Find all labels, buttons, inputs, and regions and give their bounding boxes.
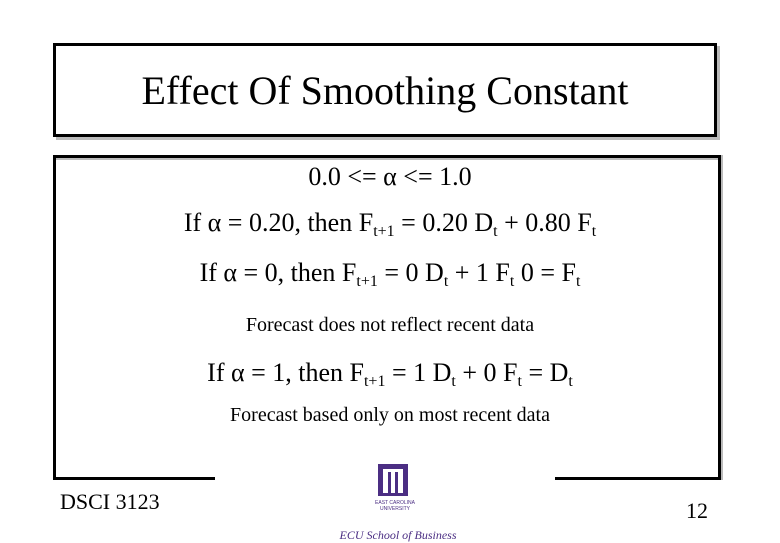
note: Forecast based only on most recent data: [230, 404, 550, 426]
logo-caption: ECU School of Business: [339, 528, 457, 542]
title: Effect Of Smoothing Constant: [141, 67, 629, 113]
frame-line: [53, 155, 56, 480]
subscript: t: [568, 373, 573, 390]
text-run: = 0 D: [377, 258, 444, 287]
text-run: 0 = F: [514, 258, 576, 287]
formula-line: 0.0 <= α <= 1.0: [0, 162, 780, 192]
formula-line: If α = 0.20, then Ft+1 = 0.20 Dt + 0.80 …: [0, 208, 780, 240]
text-run: = 1 D: [385, 358, 452, 387]
subscript: t+1: [373, 223, 395, 240]
formula-line: If α = 0, then Ft+1 = 0 Dt + 1 Ft 0 = Ft: [0, 258, 780, 290]
text-run: = D: [521, 358, 569, 387]
text-run: + 1 F: [448, 258, 510, 287]
formula-line: If α = 1, then Ft+1 = 1 Dt + 0 Ft = Dt: [0, 358, 780, 390]
frame-line: [53, 477, 215, 480]
text-run: = 0.20 D: [394, 208, 494, 237]
text-run: If α = 1, then F: [207, 358, 364, 387]
frame-line: [53, 155, 721, 158]
course-label: DSCI 3123: [60, 489, 160, 514]
subscript: t: [493, 223, 498, 240]
text-run: + 0.80 F: [497, 208, 592, 237]
subscript: t: [451, 373, 456, 390]
text-run: If α = 0.20, then F: [183, 208, 374, 237]
note: Forecast does not reflect recent data: [245, 314, 535, 336]
page-number: 12: [686, 498, 708, 523]
subscript: t+1: [356, 273, 378, 290]
subscript: t: [575, 273, 581, 290]
frame-line: [555, 477, 721, 480]
text-run: If α = 0, then F: [199, 258, 357, 287]
logo-name: EAST CAROLINA UNIVERSITY: [375, 500, 415, 512]
logo: [378, 464, 408, 496]
subscript: t: [443, 273, 449, 290]
text-run: + 0 F: [455, 358, 518, 387]
subscript: t: [591, 223, 597, 240]
subscript: t+1: [363, 373, 386, 390]
title-box: Effect Of Smoothing Constant: [53, 43, 717, 137]
text-run: 0.0 <= α <= 1.0: [308, 162, 472, 191]
subscript: t: [509, 273, 515, 290]
subscript: t: [517, 373, 522, 390]
frame-line: [718, 155, 721, 480]
